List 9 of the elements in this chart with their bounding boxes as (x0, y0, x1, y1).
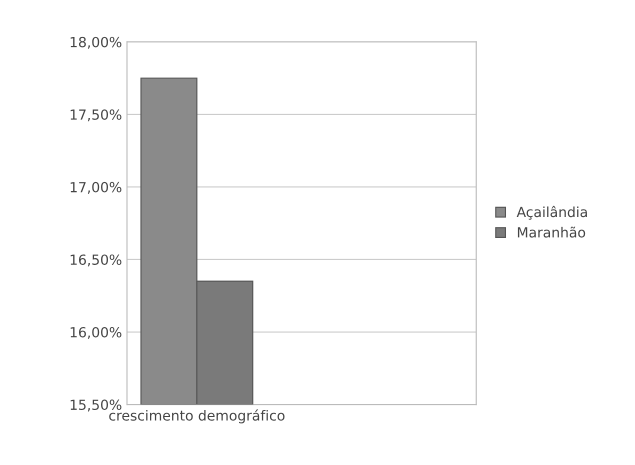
legend-label: Maranhão (518, 226, 586, 238)
legend-label: Açailândia (516, 206, 587, 220)
y-tick-label: 16,00% (70, 326, 122, 339)
y-tick-label: 15,50% (70, 400, 122, 412)
y-tick-label: 17,00% (70, 182, 122, 194)
y-tick-label: 16,50% (70, 254, 122, 266)
x-tick-label: crescimento demográfico (109, 409, 285, 424)
y-tick-label: 18,00% (70, 36, 122, 49)
y-tick-label: 17,50% (70, 109, 122, 122)
